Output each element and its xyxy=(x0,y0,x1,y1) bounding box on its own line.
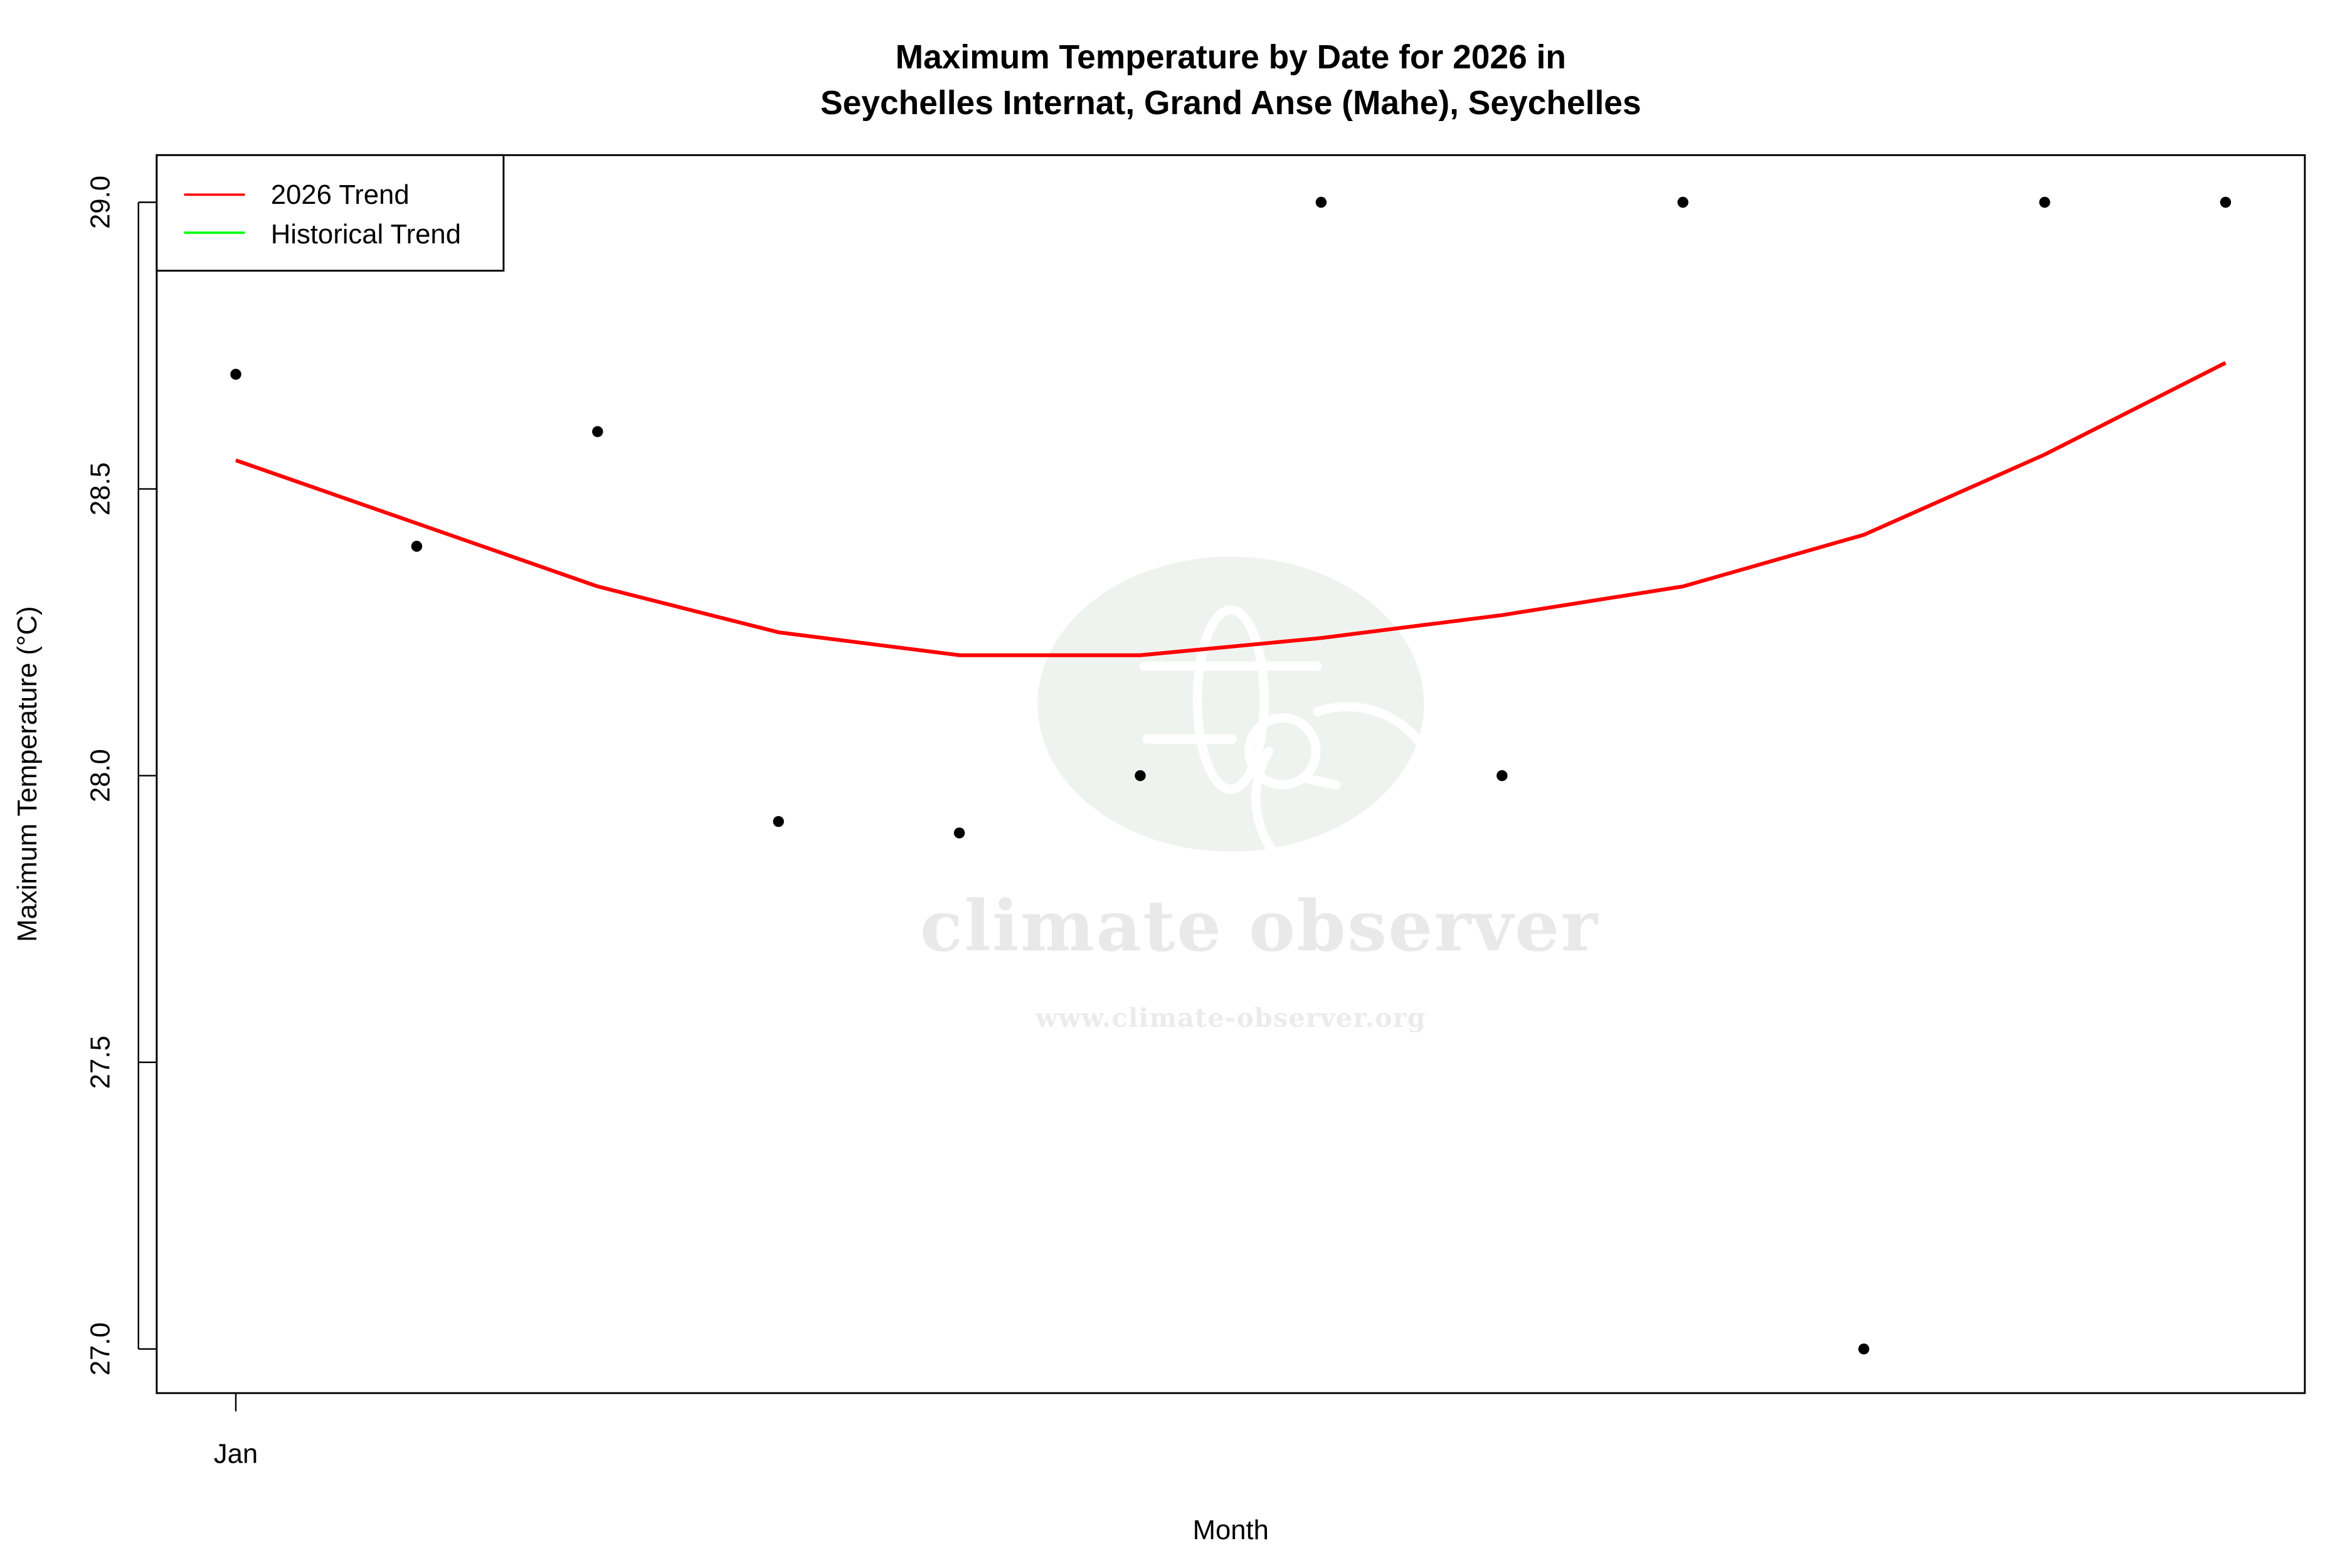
data-point xyxy=(592,426,603,437)
data-point xyxy=(953,827,965,839)
data-point xyxy=(411,541,423,552)
legend-label-historical-trend: Historical Trend xyxy=(271,219,461,250)
data-point xyxy=(2220,196,2232,208)
watermark-brand: climate observer xyxy=(920,886,1599,968)
y-tick-label: 29.0 xyxy=(85,176,116,229)
data-point xyxy=(773,816,784,827)
y-tick-label: 28.5 xyxy=(85,462,116,516)
data-point xyxy=(1135,770,1146,781)
data-point xyxy=(1677,196,1688,208)
plot-frame xyxy=(156,154,2306,1394)
trend-line-path xyxy=(235,361,2227,657)
data-point xyxy=(1858,1343,1870,1355)
x-axis-label: Month xyxy=(1193,1515,1269,1545)
watermark-globe-badge-icon xyxy=(1037,556,1424,852)
legend-box xyxy=(156,154,505,272)
trend-line-2026 xyxy=(235,361,2227,657)
chart-title: Maximum Temperature by Date for 2026 in xyxy=(896,39,1566,76)
legend-label-2026-trend: 2026 Trend xyxy=(271,179,410,210)
data-point xyxy=(2039,196,2050,208)
chart-subtitle: Seychelles Internat, Grand Anse (Mahe), … xyxy=(820,85,1641,122)
data-point xyxy=(230,369,241,380)
data-points xyxy=(230,196,2232,1355)
y-tick-label: 27.5 xyxy=(85,1036,116,1089)
watermark-url: www.climate-observer.org xyxy=(1035,1002,1426,1033)
data-point xyxy=(1315,196,1327,208)
y-tick-label: 28.0 xyxy=(85,749,116,802)
y-tick-label: 27.0 xyxy=(85,1322,116,1375)
data-point xyxy=(1496,770,1508,781)
y-axis-label: Maximum Temperature (°C) xyxy=(12,606,43,942)
x-tick-label: Jan xyxy=(214,1439,258,1470)
watermark: climate observer www.climate-observer.or… xyxy=(920,556,1599,1033)
legend: 2026 Trend Historical Trend xyxy=(156,154,505,272)
y-axis: 27.0 27.5 28.0 28.5 29.0 xyxy=(85,176,157,1375)
x-axis: Jan xyxy=(214,1393,258,1470)
globe-search-icon xyxy=(1139,605,1443,894)
